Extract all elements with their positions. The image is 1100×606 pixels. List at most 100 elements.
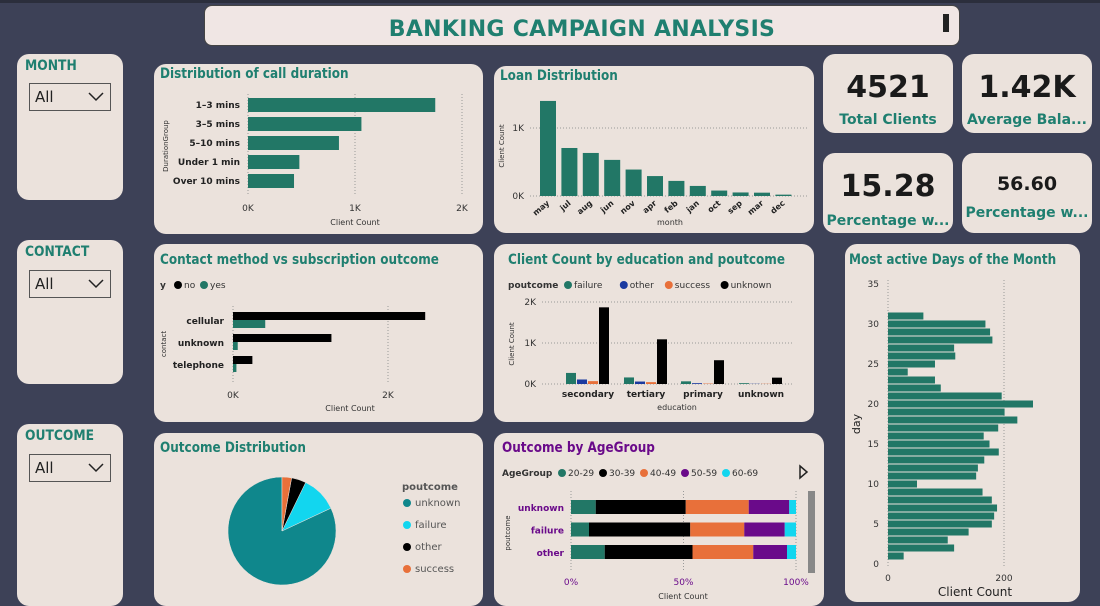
- outcome-dropdown[interactable]: All: [29, 454, 111, 482]
- category-label: other: [537, 549, 565, 559]
- title-marker: [943, 14, 949, 32]
- bar: [635, 381, 645, 384]
- y-axis-title: Client Count: [508, 322, 516, 366]
- bar: [248, 174, 295, 188]
- x-tick-label: 0K: [242, 204, 255, 214]
- x-tick-label: 0%: [564, 578, 579, 588]
- outcome-distribution-chart: poutcome unknown failure other success: [227, 476, 460, 586]
- bar: [681, 381, 691, 384]
- x-tick-label: 100%: [783, 578, 809, 588]
- bar: [888, 328, 991, 336]
- legend-marker: [664, 281, 673, 289]
- legend-marker: [403, 521, 411, 529]
- bar: [711, 190, 728, 196]
- category-label: apr: [641, 199, 658, 216]
- category-label: dec: [769, 198, 787, 215]
- legend-title: poutcome: [402, 482, 458, 493]
- bar: [888, 376, 935, 384]
- legend-marker: [722, 469, 730, 477]
- x-tick-label: 0K: [227, 391, 240, 401]
- bar: [888, 416, 1018, 424]
- scrollbar: [808, 491, 815, 573]
- bar: [657, 339, 667, 384]
- bar: [599, 307, 609, 384]
- education-poutcome-title: Client Count by education and poutcome: [508, 252, 786, 268]
- play-axis-icon: [799, 464, 809, 480]
- bar: [624, 377, 634, 384]
- chevron-down-icon: [88, 279, 104, 289]
- bar-segment: [692, 545, 754, 559]
- kpi-average-balance: 1.42K Average Bala...: [962, 54, 1092, 133]
- category-label: oct: [706, 199, 723, 215]
- category-label: unknown: [518, 504, 564, 514]
- bar-segment: [753, 545, 787, 559]
- bar: [888, 512, 995, 520]
- call-duration-chart: 0K 1K 2K 1–3 mins 3–5 mins 5–10 mins Under 1 m…: [162, 94, 469, 227]
- x-axis-title: education: [657, 403, 697, 412]
- x-axis-title: Client Count: [658, 592, 707, 601]
- bar: [888, 360, 935, 368]
- category-label: cellular: [186, 317, 224, 327]
- page-title: BANKING CAMPAIGN ANALYSIS: [388, 17, 776, 42]
- legend-marker: [558, 469, 566, 477]
- category-label: nov: [619, 198, 638, 216]
- x-tick-label: 50%: [673, 578, 693, 588]
- y-axis-title: day: [850, 413, 863, 434]
- month-dropdown[interactable]: All: [29, 83, 111, 111]
- bar: [888, 320, 986, 328]
- bar: [888, 536, 948, 544]
- contact-filter-card: CONTACT All: [17, 240, 123, 384]
- bar-segment: [784, 522, 796, 537]
- legend-label: 30-39: [609, 469, 635, 479]
- kpi-average-balance-value: 1.42K: [978, 70, 1076, 105]
- bar: [888, 384, 941, 392]
- legend-label: 20-29: [568, 469, 594, 479]
- bar-yes: [233, 342, 238, 350]
- category-label: jul: [558, 198, 573, 213]
- legend-label: other: [415, 542, 443, 553]
- bar: [888, 528, 969, 536]
- y-tick-label: 2K: [524, 298, 537, 308]
- category-label: 1–3 mins: [196, 101, 240, 111]
- outcome-agegroup-card: Outcome by AgeGroup AgeGroup 20-29 30-39 40…: [494, 433, 824, 606]
- bar: [888, 368, 908, 376]
- bar: [540, 100, 556, 196]
- bar: [888, 488, 983, 496]
- category-label: primary: [683, 390, 723, 400]
- legend-label: 40-49: [650, 469, 676, 479]
- legend-label: success: [675, 281, 711, 291]
- legend-marker: [200, 281, 208, 289]
- category-label: aug: [575, 198, 594, 216]
- contact-outcome-title: Contact method vs subscription outcome: [160, 252, 439, 268]
- category-label: feb: [663, 198, 680, 214]
- y-tick-label: 10: [868, 480, 880, 490]
- category-label: telephone: [173, 361, 224, 371]
- category-label: mar: [746, 199, 765, 217]
- active-days-title: Most active Days of the Month: [849, 252, 1057, 268]
- legend-marker: [403, 543, 411, 551]
- category-label: unknown: [738, 390, 784, 400]
- y-axis-title: Client Count: [498, 124, 506, 168]
- chevron-down-icon: [88, 92, 104, 102]
- legend-label: no: [184, 281, 196, 291]
- contact-dropdown[interactable]: All: [29, 270, 111, 298]
- bar: [775, 194, 792, 196]
- y-tick-label: 15: [868, 440, 879, 450]
- loan-distribution-chart: 1K 0K may jul aug jun nov apr feb jan oct sep mar dec…: [498, 100, 808, 227]
- category-label: jun: [598, 198, 616, 215]
- bar-segment: [748, 500, 790, 514]
- bar: [888, 456, 985, 464]
- legend-label: failure: [415, 520, 447, 531]
- education-poutcome-card: Client Count by education and poutcome p…: [494, 244, 814, 422]
- bar: [689, 185, 706, 196]
- active-days-card: Most active Days of the Month 35 30 25 20 15…: [845, 244, 1080, 602]
- category-label: tertiary: [627, 390, 666, 400]
- category-label: Over 10 mins: [173, 177, 240, 187]
- y-axis-title: DurationGroup: [162, 120, 170, 172]
- outcome-distribution-card: Outcome Distribution poutcome unknown fail…: [154, 433, 483, 606]
- legend-label: unknown: [415, 498, 460, 509]
- chevron-down-icon: [88, 463, 104, 473]
- outcome-distribution-title: Outcome Distribution: [160, 440, 306, 456]
- kpi-percentage-2: 56.60 Percentage w...: [962, 153, 1092, 233]
- contact-filter-label: CONTACT: [25, 244, 90, 260]
